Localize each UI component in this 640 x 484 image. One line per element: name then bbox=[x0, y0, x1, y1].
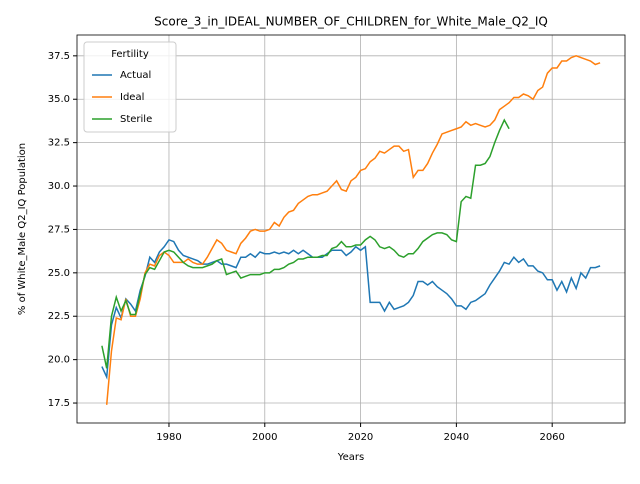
legend-label: Ideal bbox=[120, 92, 144, 103]
x-tick-label: 2020 bbox=[348, 432, 373, 443]
y-tick-label: 30.0 bbox=[48, 181, 70, 192]
y-tick-label: 32.5 bbox=[48, 138, 70, 149]
y-tick-label: 25.0 bbox=[48, 268, 70, 279]
x-tick-label: 2060 bbox=[539, 432, 564, 443]
y-tick-label: 27.5 bbox=[48, 224, 70, 235]
legend-label: Actual bbox=[120, 70, 151, 81]
y-tick-label: 20.0 bbox=[48, 355, 70, 366]
legend-label: Sterile bbox=[120, 114, 152, 125]
y-tick-label: 17.5 bbox=[48, 398, 70, 409]
legend-box bbox=[83, 41, 177, 133]
y-tick-label: 35.0 bbox=[48, 94, 70, 105]
x-tick-label: 2000 bbox=[252, 432, 277, 443]
chart-title: Score_3_in_IDEAL_NUMBER_OF_CHILDREN_for_… bbox=[154, 15, 548, 29]
legend-title: Fertility bbox=[111, 49, 149, 60]
x-tick-label: 1980 bbox=[156, 432, 181, 443]
y-axis-label: % of White_Male Q2_IQ Population bbox=[17, 143, 28, 315]
x-tick-label: 2040 bbox=[444, 432, 469, 443]
y-tick-label: 22.5 bbox=[48, 311, 70, 322]
data-line bbox=[101, 238, 601, 380]
plot-frame bbox=[76, 34, 626, 424]
y-tick-label: 37.5 bbox=[48, 51, 70, 62]
data-line bbox=[105, 55, 601, 405]
data-line bbox=[101, 118, 510, 369]
x-axis-label: Years bbox=[337, 452, 364, 463]
